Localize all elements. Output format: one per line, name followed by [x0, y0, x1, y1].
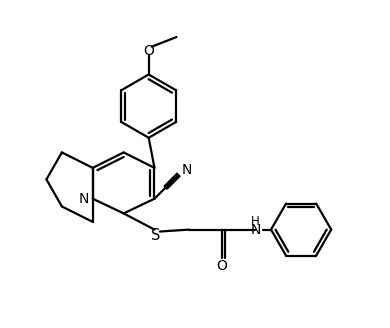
Text: O: O: [143, 44, 154, 57]
Text: N: N: [182, 163, 192, 177]
Text: H: H: [251, 215, 260, 228]
Text: N: N: [250, 223, 261, 236]
Text: O: O: [216, 259, 227, 273]
Text: N: N: [79, 192, 89, 206]
Text: S: S: [151, 228, 160, 243]
